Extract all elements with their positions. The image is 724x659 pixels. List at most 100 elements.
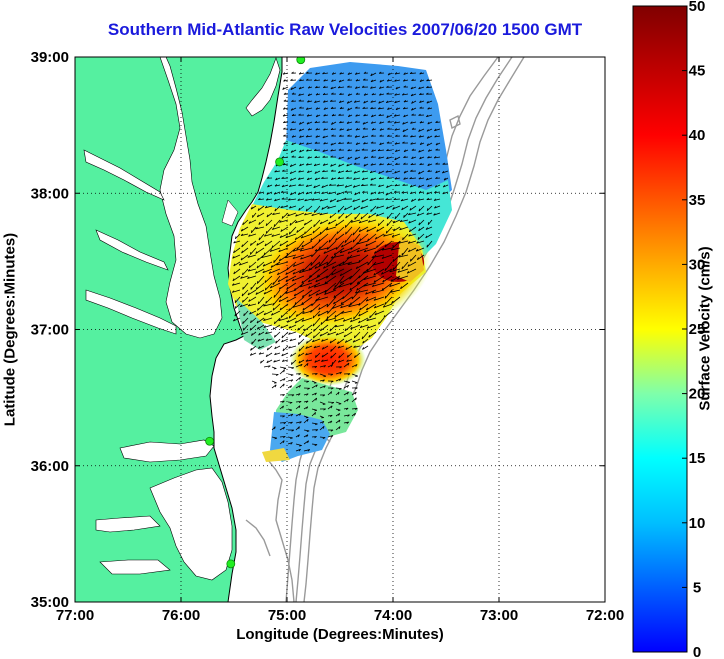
velocity-arrow: [353, 310, 361, 320]
velocity-arrow: [247, 254, 257, 258]
velocity-arrow-head: [379, 121, 382, 124]
velocity-arrow: [335, 401, 342, 405]
velocity-arrow-head: [233, 271, 236, 275]
velocity-arrow: [385, 198, 393, 201]
velocity-arrow-head: [395, 149, 398, 152]
velocity-arrow: [381, 247, 393, 251]
velocity-arrow: [322, 135, 329, 139]
velocity-arrow-head: [277, 272, 280, 276]
velocity-arrow: [299, 121, 305, 125]
velocity-arrow: [327, 331, 337, 336]
velocity-arrow: [256, 275, 265, 284]
y-tick-label: 37:00: [31, 322, 69, 339]
velocity-arrow-head: [306, 363, 309, 366]
velocity-arrow: [272, 324, 281, 330]
velocity-arrow: [303, 324, 313, 332]
velocity-arrow: [336, 184, 345, 187]
velocity-arrow: [305, 205, 313, 212]
velocity-arrow: [389, 282, 401, 287]
velocity-arrow-head: [356, 249, 359, 253]
velocity-arrow-head: [282, 87, 285, 90]
velocity-arrow-head: [298, 170, 301, 173]
velocity-arrow: [310, 254, 321, 266]
velocity-arrow: [322, 345, 329, 350]
velocity-arrow-head: [330, 349, 332, 352]
y-axis-label: Latitude (Degrees:Minutes): [1, 232, 19, 427]
velocity-arrow-head: [407, 264, 410, 267]
velocity-arrow-head: [315, 72, 318, 75]
velocity-arrow-head: [352, 339, 355, 343]
velocity-arrow-head: [266, 176, 270, 179]
velocity-arrow: [298, 345, 305, 352]
velocity-arrow: [295, 413, 302, 417]
velocity-arrow-head: [288, 325, 291, 329]
velocity-arrow: [378, 156, 385, 159]
velocity-arrow: [344, 233, 353, 243]
velocity-arrow: [326, 317, 337, 322]
velocity-arrow: [285, 268, 297, 275]
velocity-arrow-head: [291, 135, 295, 138]
velocity-arrow-head: [339, 128, 342, 131]
velocity-arrow: [272, 275, 281, 286]
map-title: Southern Mid-Atlantic Raw Velocities 200…: [107, 20, 583, 39]
velocity-arrow-head: [297, 177, 301, 180]
velocity-arrow-head: [251, 333, 253, 336]
velocity-arrow: [265, 338, 273, 341]
velocity-arrow: [248, 303, 257, 307]
velocity-arrow-head: [315, 279, 318, 283]
velocity-arrow-head: [337, 391, 340, 395]
velocity-arrow-head: [323, 85, 326, 88]
velocity-arrow-head: [290, 379, 294, 382]
velocity-arrow-head: [386, 176, 390, 179]
velocity-arrow-head: [298, 86, 301, 90]
velocity-arrow: [305, 352, 313, 356]
velocity-arrow: [262, 268, 273, 274]
velocity-arrow-head: [331, 72, 335, 75]
velocity-arrow: [426, 128, 433, 132]
velocity-arrow: [293, 247, 305, 252]
velocity-arrow-head: [352, 232, 354, 236]
velocity-arrow-head: [274, 346, 277, 350]
velocity-arrow-head: [247, 269, 251, 272]
velocity-arrow: [314, 121, 321, 124]
velocity-arrow-head: [330, 127, 334, 130]
velocity-arrow-head: [247, 276, 250, 279]
velocity-arrow-head: [271, 312, 274, 316]
velocity-arrow: [263, 365, 271, 368]
velocity-arrow-head: [346, 385, 349, 388]
velocity-arrow: [394, 93, 401, 96]
velocity-arrow-head: [298, 360, 301, 364]
velocity-arrow: [397, 268, 409, 273]
velocity-arrow: [240, 275, 249, 279]
velocity-arrow: [331, 121, 337, 125]
velocity-arrow-head: [282, 114, 286, 117]
velocity-arrow: [278, 317, 289, 322]
velocity-arrow-head: [378, 71, 382, 74]
velocity-arrow: [274, 205, 281, 212]
velocity-arrow: [313, 184, 321, 189]
velocity-arrow-head: [254, 271, 258, 274]
velocity-arrow-head: [327, 311, 329, 314]
velocity-arrow: [314, 177, 321, 181]
velocity-arrow-head: [269, 249, 273, 252]
velocity-arrow-head: [355, 128, 358, 131]
velocity-arrow: [378, 114, 385, 117]
velocity-arrow: [266, 198, 273, 201]
velocity-arrow-head: [435, 148, 438, 151]
velocity-arrow-head: [330, 355, 332, 359]
velocity-arrow-head: [314, 171, 317, 174]
velocity-arrow-head: [354, 120, 358, 123]
velocity-arrow: [263, 303, 273, 307]
velocity-arrow-head: [353, 162, 357, 165]
velocity-arrow-head: [418, 149, 421, 153]
velocity-arrow-head: [353, 207, 356, 210]
velocity-arrow: [434, 191, 441, 194]
velocity-arrow-head: [299, 445, 302, 447]
velocity-arrow: [401, 205, 409, 211]
colorbar-tick-label: 40: [689, 127, 706, 144]
velocity-arrow: [369, 198, 377, 202]
velocity-arrow-head: [359, 238, 361, 242]
velocity-arrow-head: [443, 177, 446, 181]
velocity-arrow: [362, 107, 369, 109]
velocity-arrow-head: [324, 281, 327, 284]
